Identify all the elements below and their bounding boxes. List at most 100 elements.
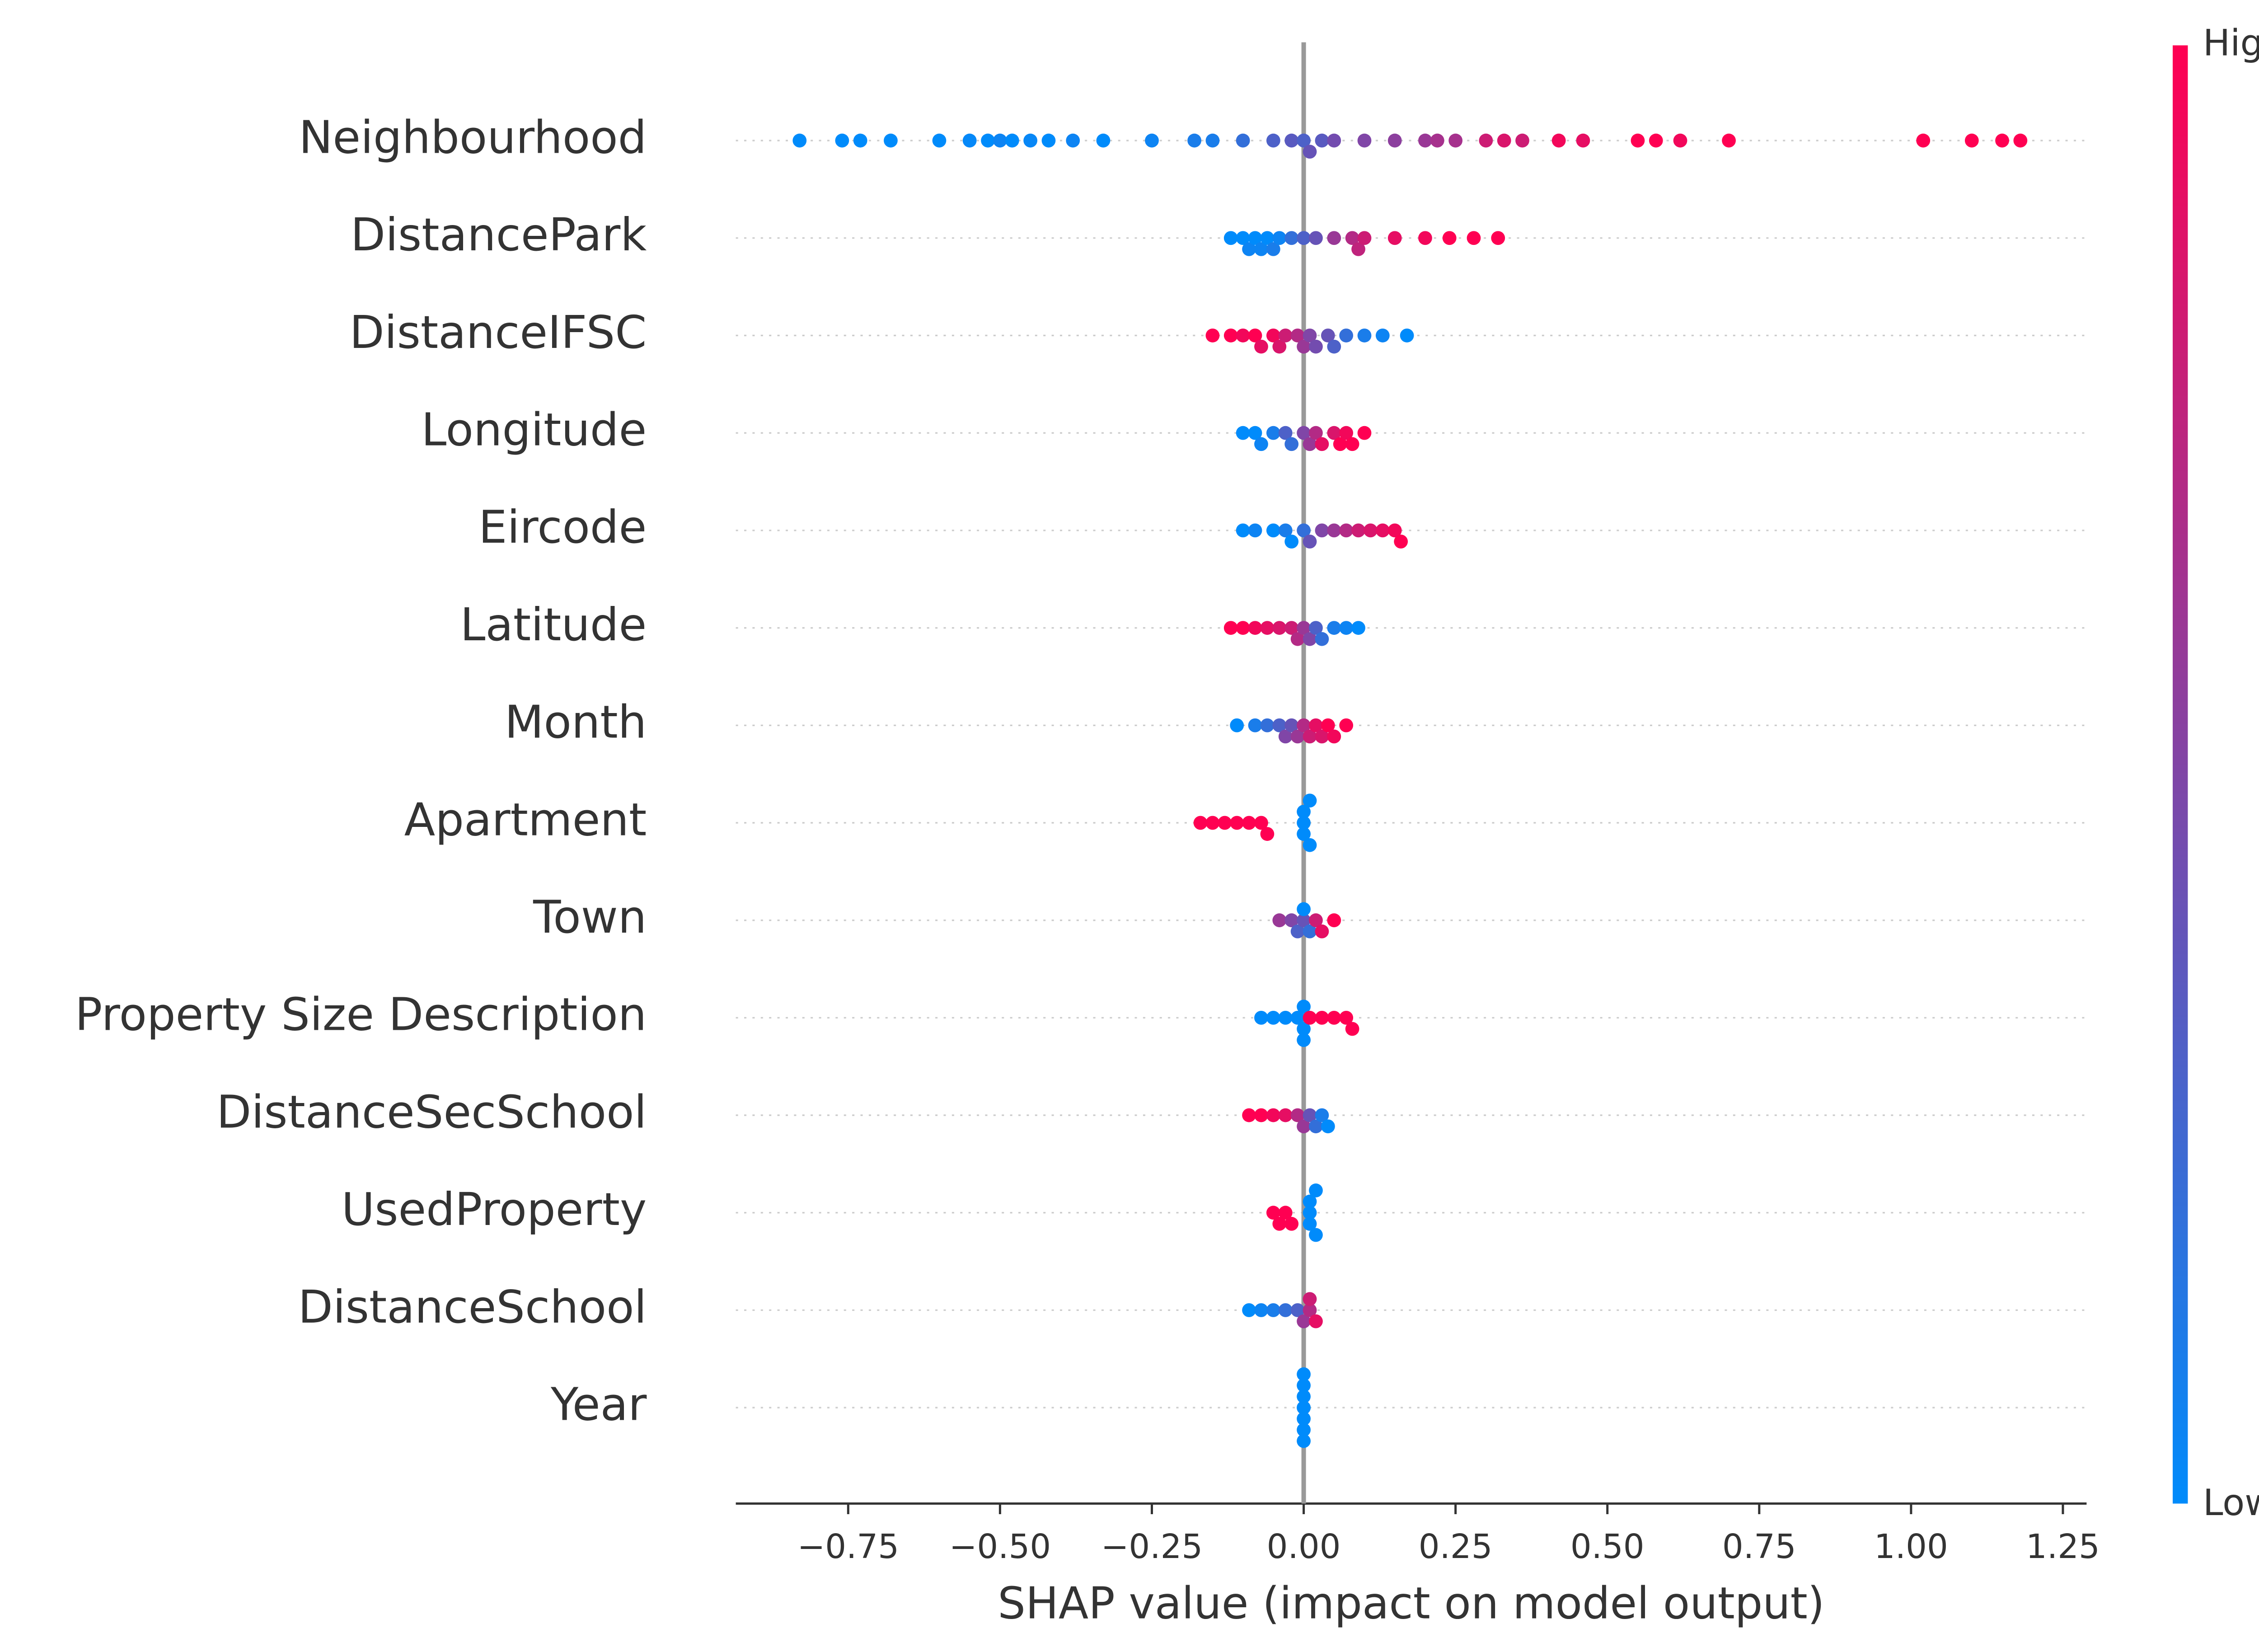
x-axis-label: SHAP value (impact on model output)	[998, 1577, 1824, 1629]
dot	[1205, 329, 1220, 343]
dot	[1430, 133, 1444, 148]
dot	[1284, 437, 1299, 451]
x-tick-label: −0.50	[949, 1528, 1051, 1566]
dot	[1284, 1217, 1299, 1231]
x-tick-label: 1.00	[1874, 1528, 1948, 1566]
dot	[1309, 426, 1323, 440]
dot	[1491, 231, 1505, 245]
dot	[1278, 1108, 1293, 1122]
dot	[1309, 621, 1323, 635]
dot	[1394, 535, 1408, 549]
dot	[1297, 1434, 1311, 1448]
dot	[1995, 133, 2009, 148]
y-tick-label: DistanceSecSchool	[216, 1085, 647, 1138]
dot	[932, 133, 947, 148]
dot	[1248, 329, 1262, 343]
dot	[1278, 426, 1293, 440]
colorbar	[2173, 45, 2188, 1504]
x-tick-label: −0.75	[797, 1528, 899, 1566]
dot	[1315, 437, 1329, 451]
dot	[1266, 242, 1280, 256]
dot	[1297, 523, 1311, 538]
dot	[792, 133, 807, 148]
dot	[1303, 1217, 1317, 1231]
dot	[1278, 729, 1293, 744]
dot	[1339, 621, 1354, 635]
dot	[1351, 621, 1365, 635]
dot	[1254, 437, 1268, 451]
dot	[1236, 133, 1250, 148]
dot	[1290, 329, 1305, 343]
dot	[993, 133, 1007, 148]
dot	[1248, 426, 1262, 440]
dot	[1303, 437, 1317, 451]
dot	[1303, 329, 1317, 343]
dot	[1297, 1000, 1311, 1014]
dot	[1448, 133, 1463, 148]
dot	[1309, 1183, 1323, 1197]
dot	[1327, 426, 1341, 440]
dot	[1297, 816, 1311, 830]
dot	[1266, 1108, 1280, 1122]
dot	[2013, 133, 2028, 148]
dot	[1260, 718, 1275, 732]
dot	[1297, 902, 1311, 916]
x-tick-label: 0.75	[1722, 1528, 1796, 1566]
dot	[1303, 535, 1317, 549]
dot	[1272, 913, 1287, 928]
x-tick-label: 1.25	[2026, 1528, 2100, 1566]
y-tick-label: Property Size Description	[75, 988, 647, 1041]
colorbar-low: Low	[2203, 1482, 2259, 1524]
dot	[1297, 1423, 1311, 1437]
dot	[1303, 632, 1317, 646]
dot	[1266, 133, 1280, 148]
dot	[1205, 133, 1220, 148]
y-tick-label: DistanceSchool	[298, 1281, 647, 1333]
dot	[1223, 329, 1238, 343]
dot	[1297, 1400, 1311, 1415]
dot	[1442, 231, 1457, 245]
dot	[1964, 133, 1979, 148]
dot	[1284, 535, 1299, 549]
dot	[1218, 816, 1232, 830]
dot	[1467, 231, 1481, 245]
dot	[1515, 133, 1529, 148]
dot	[1297, 1314, 1311, 1328]
dot	[1315, 729, 1329, 744]
y-tick-label: Apartment	[404, 793, 647, 846]
dot	[1223, 621, 1238, 635]
dot	[1327, 621, 1341, 635]
dot	[1290, 1010, 1305, 1025]
y-tick-label: Longitude	[421, 403, 647, 456]
dot	[981, 133, 995, 148]
dot	[1327, 729, 1341, 744]
dot	[1266, 1303, 1280, 1317]
dot	[1297, 1412, 1311, 1426]
y-tick-label: UsedProperty	[342, 1183, 647, 1236]
dot	[1321, 329, 1335, 343]
dot	[1066, 133, 1080, 148]
y-tick-label: Eircode	[478, 501, 647, 554]
dot	[1303, 145, 1317, 159]
dot	[1260, 621, 1275, 635]
dot	[1236, 231, 1250, 245]
x-tick-label: 0.25	[1419, 1528, 1493, 1566]
dot	[1254, 816, 1268, 830]
dot	[1278, 329, 1293, 343]
dot	[1722, 133, 1736, 148]
dot	[1387, 231, 1402, 245]
dot	[1351, 523, 1365, 538]
dot	[1303, 729, 1317, 744]
dot	[1297, 804, 1311, 819]
dot	[1315, 632, 1329, 646]
dot	[1290, 729, 1305, 744]
dot	[1309, 1314, 1323, 1328]
dot	[1375, 523, 1390, 538]
dot	[1387, 523, 1402, 538]
dot	[1339, 718, 1354, 732]
dot	[1297, 913, 1311, 928]
dot	[1303, 1194, 1317, 1209]
dot	[1254, 1010, 1268, 1025]
dot	[1497, 133, 1511, 148]
dot	[1321, 1119, 1335, 1134]
